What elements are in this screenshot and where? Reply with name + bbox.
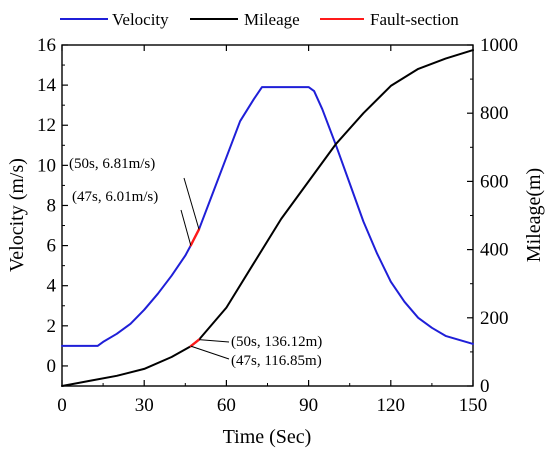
y-left-tick-label: 14 [37, 75, 57, 96]
y-axis-left-ticks: 0 2 4 6 8 10 12 14 16 [37, 35, 68, 387]
annotation-label: (47s, 6.01m/s) [72, 189, 158, 205]
x-axis-ticks: 0 30 60 90 120 150 [57, 45, 487, 416]
y-axis-left-label: Velocity (m/s) [6, 158, 28, 272]
y-axis-right-ticks: 0 200 400 600 800 1000 [467, 35, 518, 397]
annotation-leader [180, 209, 192, 246]
x-tick-label: 120 [377, 395, 406, 416]
y-axis-right-label: Mileage(m) [523, 168, 545, 262]
legend-label-velocity: Velocity [112, 10, 169, 29]
y-right-tick-label: 800 [480, 103, 509, 124]
legend-label-fault-section: Fault-section [370, 10, 459, 29]
legend: Velocity Mileage Fault-section [60, 10, 459, 29]
x-tick-label: 60 [217, 395, 236, 416]
annotation-leader [190, 345, 230, 360]
x-tick-label: 90 [299, 395, 318, 416]
y-left-tick-label: 10 [37, 155, 56, 176]
y-left-tick-label: 16 [37, 35, 56, 56]
y-left-tick-label: 6 [47, 236, 57, 257]
y-left-tick-label: 2 [47, 316, 57, 337]
y-right-tick-label: 200 [480, 308, 509, 329]
series-line-velocity-left [61, 86, 474, 347]
y-left-tick-label: 0 [47, 356, 57, 377]
series-line-fault-section-right [189, 338, 201, 348]
y-left-tick-label: 12 [37, 115, 56, 136]
annotation-leader [183, 177, 200, 230]
x-tick-label: 30 [135, 395, 154, 416]
annotation-label: (47s, 116.85m) [231, 353, 322, 369]
x-axis-label: Time (Sec) [223, 426, 312, 448]
y-right-tick-label: 0 [480, 376, 490, 397]
y-right-tick-label: 1000 [480, 35, 518, 56]
y-right-tick-label: 400 [480, 240, 509, 261]
annotation-label: (50s, 136.12m) [231, 334, 322, 350]
y-right-tick-label: 600 [480, 171, 509, 192]
annotation-label: (50s, 6.81m/s) [69, 156, 155, 172]
legend-label-mileage: Mileage [244, 10, 300, 29]
series-line-mileage-right [61, 49, 474, 387]
series-layer [61, 49, 474, 387]
x-tick-label: 150 [459, 395, 488, 416]
annotation-leader [198, 339, 230, 343]
y-left-tick-label: 8 [47, 195, 57, 216]
annotations-layer: (50s, 6.81m/s) (47s, 6.01m/s) (50s, 136.12… [69, 156, 322, 369]
series-line-fault-section-left [189, 228, 201, 247]
x-tick-label: 0 [57, 395, 67, 416]
y-left-tick-label: 4 [47, 276, 57, 297]
